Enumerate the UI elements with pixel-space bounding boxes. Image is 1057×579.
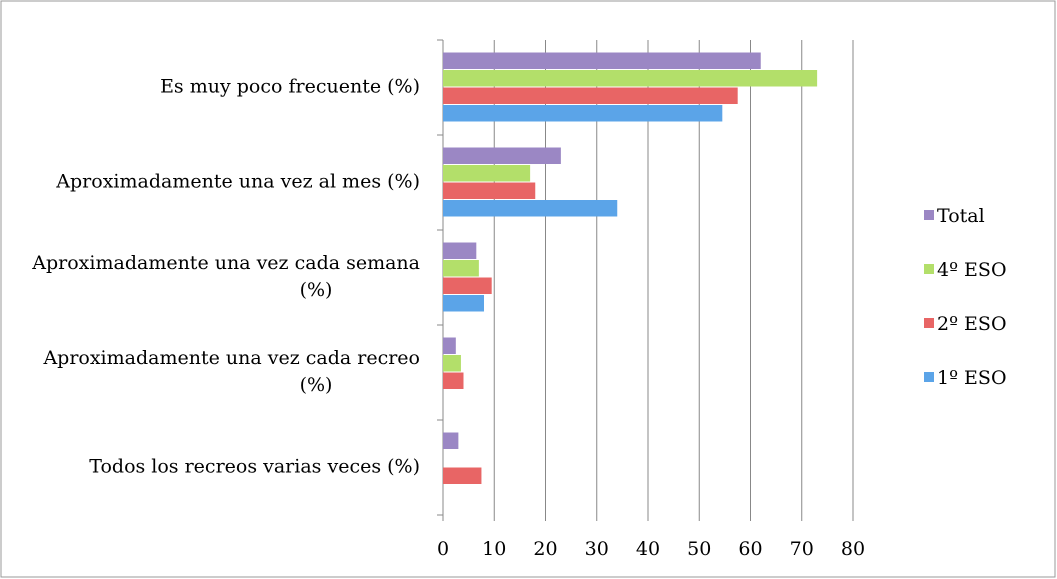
legend-label: Total: [937, 205, 985, 227]
bar: [443, 467, 482, 484]
bar: [443, 355, 461, 372]
y-tick-label: Todos los recreos varias veces (%): [89, 456, 420, 478]
bar: [443, 372, 464, 389]
x-tick-label: 30: [585, 538, 609, 560]
legend-swatch: [924, 210, 934, 220]
legend-swatch: [924, 264, 934, 274]
bar: [443, 337, 456, 354]
bar: [443, 295, 484, 312]
bar: [443, 260, 479, 277]
legend-swatch: [924, 318, 934, 328]
x-tick-label: 50: [687, 538, 711, 560]
y-tick-label: Aproximadamente una vez al mes (%): [55, 171, 420, 193]
legend-swatch: [924, 372, 934, 382]
bar: [443, 105, 723, 122]
x-tick-label: 10: [482, 538, 506, 560]
bar: [443, 147, 561, 164]
bar: [443, 242, 477, 259]
legend-label: 1º ESO: [937, 367, 1007, 389]
bar: [443, 182, 536, 199]
legend-label: 4º ESO: [937, 259, 1007, 281]
x-tick-label: 60: [738, 538, 762, 560]
x-tick-label: 0: [437, 538, 449, 560]
bar: [443, 432, 459, 449]
bar: [443, 52, 761, 69]
legend-label: 2º ESO: [937, 313, 1007, 335]
bar: [443, 165, 531, 182]
x-tick-label: 70: [790, 538, 814, 560]
x-tick-label: 40: [636, 538, 660, 560]
bar: [443, 200, 618, 217]
y-tick-label: Es muy poco frecuente (%): [160, 76, 420, 98]
x-tick-label: 80: [841, 538, 865, 560]
y-tick-label: Aproximadamente una vez cada recreo (%): [42, 347, 420, 396]
x-tick-label: 20: [533, 538, 557, 560]
bar: [443, 70, 818, 87]
bar: [443, 277, 492, 294]
y-tick-label: Aproximadamente una vez cada semana (%): [31, 252, 420, 301]
bar: [443, 87, 738, 104]
